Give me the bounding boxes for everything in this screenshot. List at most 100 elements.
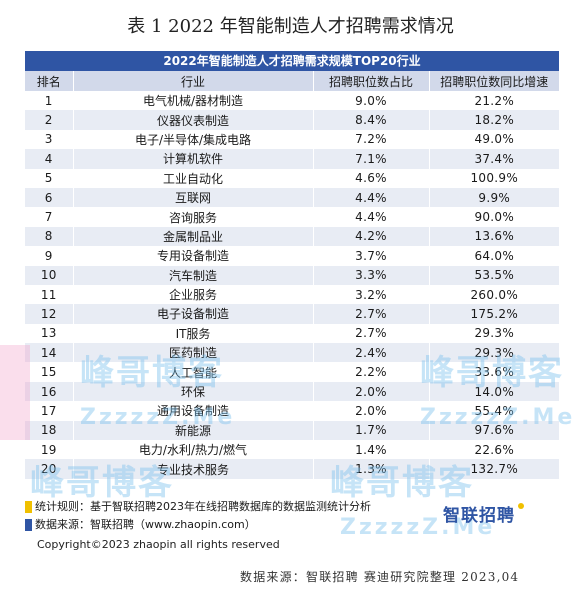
- ranking-table: 排名 行业 招聘职位数占比 招聘职位数同比增速 1 电气机械/器材制造 9.0% 21…: [25, 71, 559, 479]
- cell-industry: 电子/半导体/集成电路: [73, 129, 314, 150]
- cell-share: 1.3%: [313, 459, 430, 479]
- brand-dot-icon: [518, 503, 524, 509]
- cell-rank: 1: [25, 91, 74, 111]
- cell-rank: 17: [25, 401, 74, 421]
- cell-share: 7.1%: [313, 149, 430, 169]
- notes-block: 统计规则：基于智联招聘2023年在线招聘数据库的数据监测统计分析 数据来源：智联…: [25, 498, 559, 534]
- table-body: 1 电气机械/器材制造 9.0% 21.2% 2 仪器仪表制造 8.4% 18.2% 3 电子/半…: [25, 91, 559, 479]
- table-banner: 2022年智能制造人才招聘需求规模TOP20行业: [25, 51, 559, 71]
- cell-share: 3.3%: [313, 265, 430, 285]
- header-growth: 招聘职位数同比增速: [429, 71, 559, 91]
- cell-share: 2.0%: [313, 381, 430, 402]
- header-industry: 行业: [73, 71, 314, 91]
- cell-rank: 8: [25, 226, 74, 247]
- cell-industry: 咨询服务: [73, 207, 314, 227]
- table-header-row: 排名 行业 招聘职位数占比 招聘职位数同比增速: [25, 71, 559, 91]
- cell-industry: 计算机软件: [73, 149, 314, 169]
- cell-rank: 20: [25, 459, 74, 479]
- yellow-marker-icon: [25, 501, 32, 513]
- table-row: 12 电子设备制造 2.7% 175.2%: [25, 304, 559, 324]
- table-row: 2 仪器仪表制造 8.4% 18.2%: [25, 110, 559, 130]
- copyright-text: Copyright©2023 zhaopin all rights reserv…: [37, 538, 280, 551]
- cell-rank: 14: [25, 343, 74, 363]
- cell-share: 1.4%: [313, 440, 430, 460]
- cell-share: 2.7%: [313, 304, 430, 324]
- cell-industry: 人工智能: [73, 362, 314, 382]
- table-row: 14 医药制造 2.4% 29.3%: [25, 343, 559, 363]
- brand-name: 智联招聘: [443, 505, 515, 526]
- table-row: 13 IT服务 2.7% 29.3%: [25, 323, 559, 344]
- cell-industry: IT服务: [73, 323, 314, 344]
- cell-rank: 19: [25, 440, 74, 460]
- table-row: 7 咨询服务 4.4% 90.0%: [25, 207, 559, 227]
- cell-industry: 企业服务: [73, 284, 314, 305]
- table-row: 1 电气机械/器材制造 9.0% 21.2%: [25, 91, 559, 111]
- cell-growth: 14.0%: [429, 381, 559, 402]
- table-row: 17 通用设备制造 2.0% 55.4%: [25, 401, 559, 421]
- cell-share: 4.4%: [313, 207, 430, 227]
- cell-rank: 7: [25, 207, 74, 227]
- table-row: 19 电力/水利/热力/燃气 1.4% 22.6%: [25, 440, 559, 460]
- cell-share: 2.7%: [313, 323, 430, 344]
- table-row: 3 电子/半导体/集成电路 7.2% 49.0%: [25, 129, 559, 150]
- header-rank: 排名: [25, 71, 74, 91]
- cell-share: 9.0%: [313, 91, 430, 111]
- header-share: 招聘职位数占比: [313, 71, 430, 91]
- cell-industry: 仪器仪表制造: [73, 110, 314, 130]
- cell-rank: 9: [25, 246, 74, 266]
- document-title: 表 1 2022 年智能制造人才招聘需求情况: [127, 16, 454, 37]
- cell-industry: 新能源: [73, 420, 314, 441]
- cell-industry: 电力/水利/热力/燃气: [73, 440, 314, 460]
- note-source-text: 数据来源：智联招聘（www.zhaopin.com）: [35, 518, 256, 531]
- note-rule-text: 统计规则：基于智联招聘2023年在线招聘数据库的数据监测统计分析: [35, 500, 371, 513]
- cell-rank: 11: [25, 284, 74, 305]
- note-source: 数据来源：智联招聘（www.zhaopin.com）: [25, 516, 559, 534]
- table-row: 18 新能源 1.7% 97.6%: [25, 420, 559, 441]
- cell-growth: 175.2%: [429, 304, 559, 324]
- cell-rank: 13: [25, 323, 74, 344]
- cell-industry: 通用设备制造: [73, 401, 314, 421]
- cell-share: 4.2%: [313, 226, 430, 247]
- table-row: 8 金属制品业 4.2% 13.6%: [25, 226, 559, 247]
- note-rule: 统计规则：基于智联招聘2023年在线招聘数据库的数据监测统计分析: [25, 498, 559, 516]
- cell-industry: 汽车制造: [73, 265, 314, 285]
- cell-industry: 专用设备制造: [73, 246, 314, 266]
- cell-industry: 电气机械/器材制造: [73, 91, 314, 111]
- cell-growth: 13.6%: [429, 226, 559, 247]
- cell-growth: 100.9%: [429, 168, 559, 188]
- cell-rank: 12: [25, 304, 74, 324]
- table-row: 10 汽车制造 3.3% 53.5%: [25, 265, 559, 285]
- table-row: 4 计算机软件 7.1% 37.4%: [25, 149, 559, 169]
- table-row: 5 工业自动化 4.6% 100.9%: [25, 168, 559, 188]
- blue-marker-icon: [25, 519, 32, 531]
- cell-growth: 97.6%: [429, 420, 559, 441]
- cell-growth: 29.3%: [429, 343, 559, 363]
- cell-industry: 工业自动化: [73, 168, 314, 188]
- table-row: 6 互联网 4.4% 9.9%: [25, 187, 559, 208]
- cell-growth: 49.0%: [429, 129, 559, 150]
- table-row: 20 专业技术服务 1.3% 132.7%: [25, 459, 559, 479]
- cell-rank: 16: [25, 381, 74, 402]
- cell-share: 8.4%: [313, 110, 430, 130]
- cell-share: 3.7%: [313, 246, 430, 266]
- cell-rank: 5: [25, 168, 74, 188]
- cell-growth: 18.2%: [429, 110, 559, 130]
- cell-rank: 3: [25, 129, 74, 150]
- cell-share: 7.2%: [313, 129, 430, 150]
- cell-growth: 37.4%: [429, 149, 559, 169]
- zhaopin-logo: 智联招聘: [443, 500, 543, 526]
- table-row: 15 人工智能 2.2% 33.6%: [25, 362, 559, 382]
- cell-growth: 53.5%: [429, 265, 559, 285]
- cell-growth: 21.2%: [429, 91, 559, 111]
- cell-industry: 互联网: [73, 187, 314, 208]
- cell-rank: 4: [25, 149, 74, 169]
- cell-share: 2.4%: [313, 343, 430, 363]
- cell-share: 1.7%: [313, 420, 430, 441]
- cell-rank: 6: [25, 187, 74, 208]
- table-row: 9 专用设备制造 3.7% 64.0%: [25, 246, 559, 266]
- cell-industry: 金属制品业: [73, 226, 314, 247]
- cell-share: 3.2%: [313, 284, 430, 305]
- cell-share: 2.2%: [313, 362, 430, 382]
- cell-growth: 55.4%: [429, 401, 559, 421]
- ranking-table-container: 2022年智能制造人才招聘需求规模TOP20行业 排名 行业 招聘职位数占比 招…: [25, 51, 559, 479]
